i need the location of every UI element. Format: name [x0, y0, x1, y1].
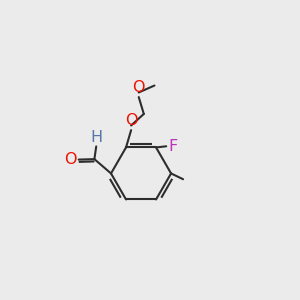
Text: O: O: [125, 113, 137, 128]
Text: H: H: [90, 130, 102, 145]
Text: O: O: [133, 80, 145, 95]
Text: F: F: [169, 139, 178, 154]
Text: O: O: [64, 152, 77, 167]
